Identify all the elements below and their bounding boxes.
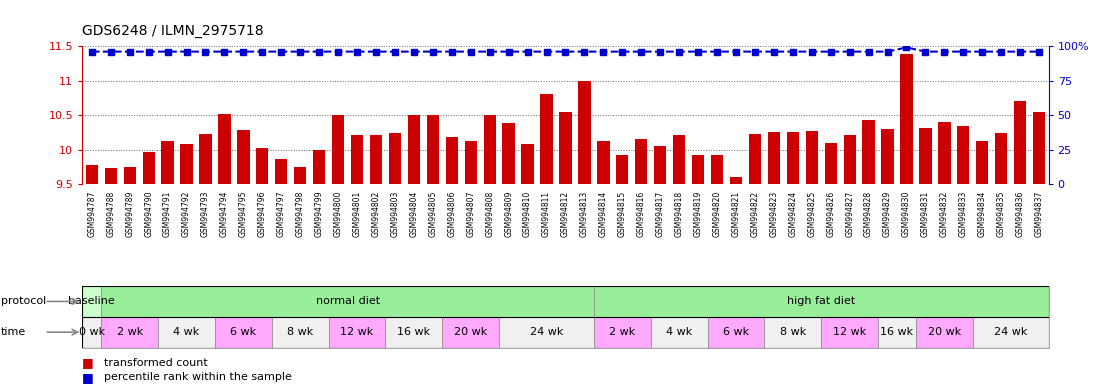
Text: transformed count: transformed count (104, 358, 208, 368)
Bar (385, 317, 442, 348)
Bar (294, 167, 306, 184)
Bar (597, 141, 609, 184)
Bar (825, 143, 837, 184)
Bar (594, 317, 651, 348)
Bar (500, 317, 594, 348)
Bar (882, 129, 894, 184)
Text: protocol: protocol (1, 296, 46, 306)
Bar (464, 141, 477, 184)
Text: 24 wk: 24 wk (530, 327, 563, 337)
Text: GDS6248 / ILMN_2975718: GDS6248 / ILMN_2975718 (82, 25, 264, 38)
Text: 0 wk: 0 wk (79, 327, 105, 337)
Bar (215, 317, 272, 348)
Bar (616, 155, 628, 184)
Bar (673, 135, 685, 184)
Bar (180, 144, 193, 184)
Bar (143, 152, 155, 184)
Bar (710, 155, 724, 184)
Bar (957, 126, 970, 184)
Text: 4 wk: 4 wk (173, 327, 200, 337)
Bar (1033, 112, 1045, 184)
Bar (843, 134, 855, 184)
Bar (768, 132, 780, 184)
Bar (707, 317, 764, 348)
Text: 8 wk: 8 wk (287, 327, 313, 337)
Text: 2 wk: 2 wk (609, 327, 636, 337)
Text: 20 wk: 20 wk (928, 327, 961, 337)
Bar (651, 317, 707, 348)
Bar (200, 134, 212, 184)
Text: percentile rank within the sample: percentile rank within the sample (104, 372, 292, 382)
Bar (806, 131, 818, 184)
Bar (749, 134, 761, 184)
Bar (764, 317, 821, 348)
Text: 6 wk: 6 wk (722, 327, 749, 337)
Bar (692, 155, 704, 184)
Bar (900, 55, 912, 184)
Bar (276, 159, 288, 184)
Bar (427, 115, 439, 184)
Text: 8 wk: 8 wk (780, 327, 806, 337)
Bar (916, 317, 973, 348)
Bar (256, 148, 269, 184)
Text: ■: ■ (82, 356, 94, 369)
Text: time: time (1, 327, 26, 337)
Bar (483, 115, 496, 184)
Bar (332, 115, 345, 184)
Bar (313, 150, 325, 184)
Text: 16 wk: 16 wk (397, 327, 430, 337)
Bar (862, 120, 875, 184)
Bar (351, 134, 363, 184)
Bar (389, 133, 401, 184)
Text: 24 wk: 24 wk (994, 327, 1028, 337)
Bar (1015, 101, 1027, 184)
Bar (730, 177, 742, 184)
Bar (446, 137, 458, 184)
Bar (938, 122, 951, 184)
Bar (82, 286, 101, 317)
Bar (272, 317, 328, 348)
Bar (522, 144, 534, 184)
Bar (407, 115, 421, 184)
Text: high fat diet: high fat diet (787, 296, 855, 306)
Text: 12 wk: 12 wk (340, 327, 373, 337)
Bar (976, 141, 988, 184)
Bar (821, 317, 878, 348)
Bar (237, 131, 249, 184)
Bar (101, 286, 594, 317)
Text: 20 wk: 20 wk (455, 327, 488, 337)
Text: 12 wk: 12 wk (833, 327, 866, 337)
Text: ■: ■ (82, 371, 94, 384)
Bar (161, 141, 173, 184)
Bar (654, 146, 666, 184)
Text: 16 wk: 16 wk (881, 327, 914, 337)
Bar (503, 124, 515, 184)
Text: 4 wk: 4 wk (666, 327, 692, 337)
Bar (559, 112, 572, 184)
Bar (995, 133, 1007, 184)
Bar (158, 317, 215, 348)
Bar (786, 132, 799, 184)
Bar (82, 317, 101, 348)
Bar (878, 317, 916, 348)
Bar (328, 317, 385, 348)
Bar (442, 317, 500, 348)
Bar (219, 114, 231, 184)
Bar (919, 127, 931, 184)
Bar (594, 286, 1049, 317)
Bar (635, 139, 648, 184)
Bar (579, 81, 591, 184)
Text: baseline: baseline (68, 296, 115, 306)
Bar (973, 317, 1049, 348)
Bar (101, 317, 158, 348)
Bar (370, 134, 382, 184)
Text: 2 wk: 2 wk (116, 327, 143, 337)
Bar (104, 169, 116, 184)
Bar (540, 94, 552, 184)
Text: normal diet: normal diet (315, 296, 380, 306)
Bar (86, 165, 98, 184)
Bar (124, 167, 136, 184)
Text: 6 wk: 6 wk (231, 327, 257, 337)
